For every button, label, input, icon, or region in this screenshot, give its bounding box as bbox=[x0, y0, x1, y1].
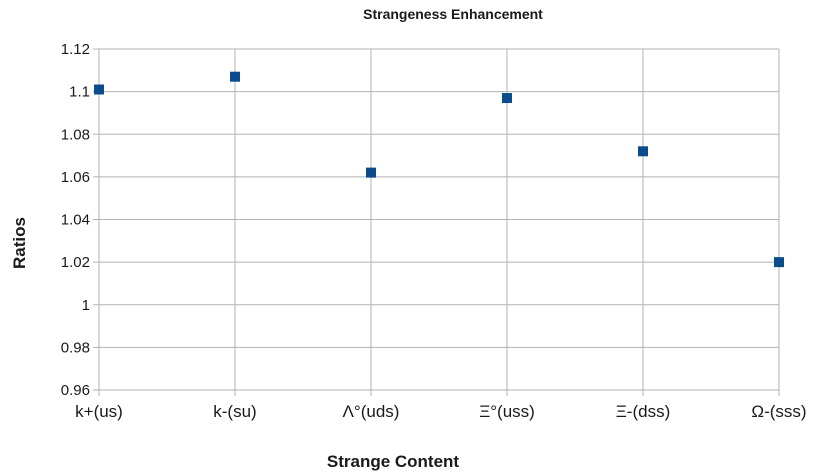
y-tick-label: 1.06 bbox=[61, 169, 90, 186]
y-tick-label: 1.02 bbox=[61, 254, 90, 271]
y-tick-label: 1.08 bbox=[61, 126, 90, 143]
x-tick-label: Ξ-(dss) bbox=[616, 402, 671, 421]
chart-title: Strangeness Enhancement bbox=[363, 6, 543, 22]
y-tick-label: 0.96 bbox=[61, 382, 90, 399]
grid-layer bbox=[93, 48, 780, 396]
x-tick-label: Ξ°(uss) bbox=[479, 402, 535, 421]
data-point bbox=[94, 84, 104, 95]
x-tick-label: Ω-(sss) bbox=[751, 402, 806, 421]
data-point bbox=[774, 257, 784, 268]
data-point bbox=[230, 71, 240, 82]
y-tick-label: 1.04 bbox=[61, 212, 90, 229]
y-tick-labels: 0.96 0.98 1 1.02 1.04 1.06 1.08 1.1 1.12 bbox=[61, 41, 90, 399]
x-tick-label: k+(us) bbox=[75, 402, 123, 421]
y-tick-label: 0.98 bbox=[61, 339, 90, 356]
data-points bbox=[94, 71, 784, 268]
y-tick-label: 1.1 bbox=[69, 84, 90, 101]
data-point bbox=[638, 146, 648, 157]
data-point bbox=[502, 93, 512, 104]
y-axis-title: Ratios bbox=[10, 217, 29, 269]
data-point bbox=[366, 167, 376, 178]
x-tick-labels: k+(us) k-(su) Λ°(uds) Ξ°(uss) Ξ-(dss) Ω-(sss) bbox=[75, 402, 806, 421]
x-tick-label: Λ°(uds) bbox=[343, 402, 400, 421]
y-tick-label: 1.12 bbox=[61, 41, 90, 58]
y-tick-label: 1 bbox=[82, 297, 90, 314]
x-axis-title: Strange Content bbox=[327, 452, 460, 471]
x-tick-label: k-(su) bbox=[213, 402, 256, 421]
